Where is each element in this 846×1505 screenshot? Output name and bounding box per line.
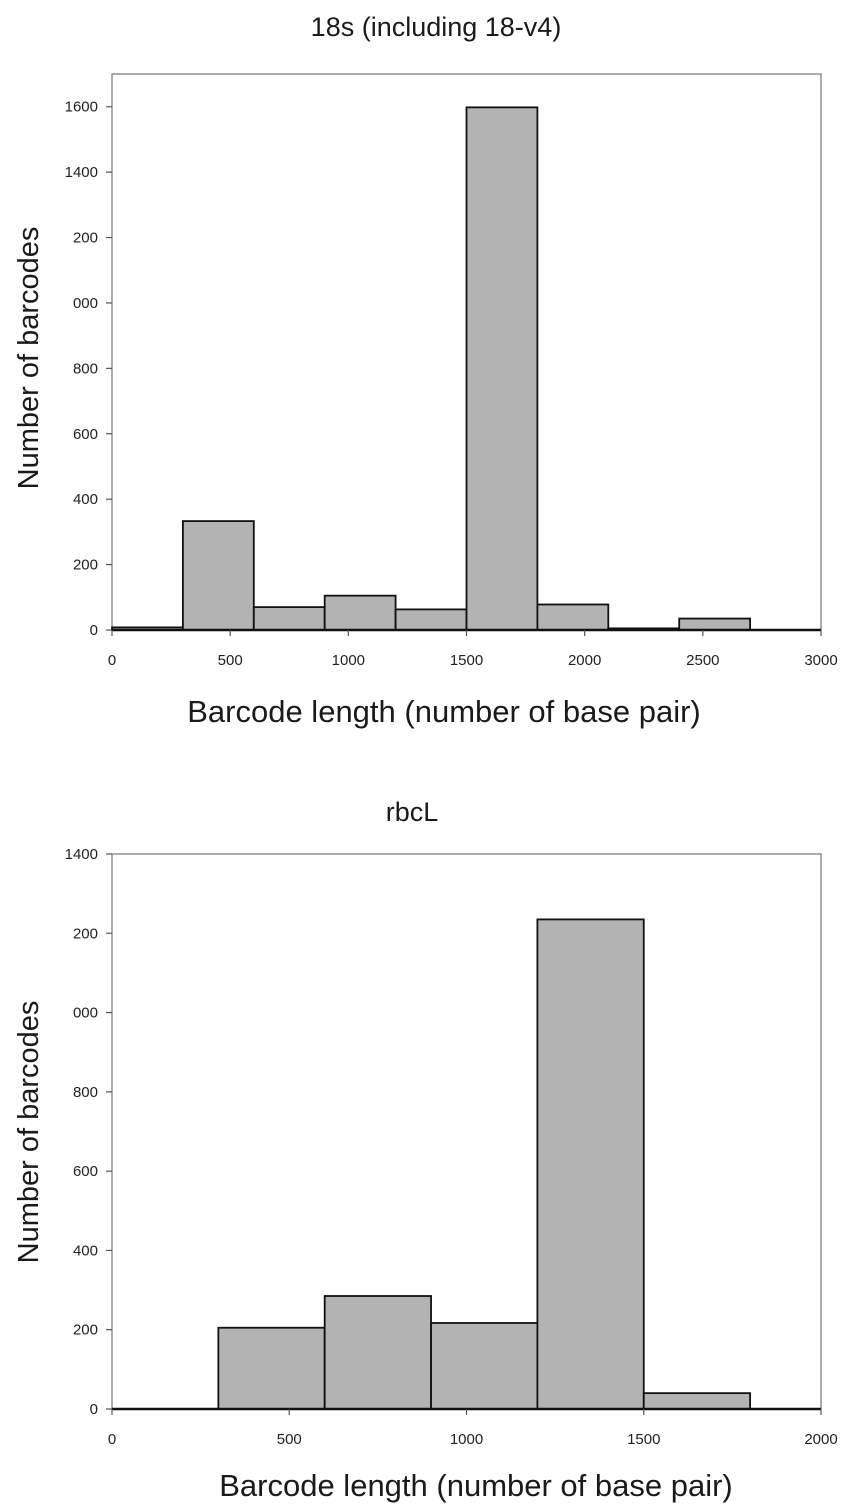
x-tick-label: 2000 (568, 652, 601, 669)
histogram-bar (465, 106, 539, 631)
chart-title: 18s (including 18-v4) (311, 12, 562, 42)
x-tick-label: 1500 (627, 1431, 660, 1448)
histogram-bar (394, 608, 468, 631)
y-tick-label: 400 (73, 491, 98, 508)
y-tick-label: 200 (73, 230, 98, 247)
y-tick-label: 1400 (65, 846, 98, 863)
x-tick-label: 0 (108, 652, 116, 669)
histogram-bar (642, 1392, 751, 1410)
histogram-bar (536, 603, 610, 631)
y-tick-label: 000 (73, 1005, 98, 1022)
x-tick-label: 1500 (450, 652, 483, 669)
y-tick-label: 1400 (65, 164, 98, 181)
y-tick-label: 800 (73, 360, 98, 377)
bars-group (111, 106, 752, 631)
x-tick-label: 2500 (686, 652, 719, 669)
histogram-bar (181, 520, 255, 631)
x-tick-label: 1000 (332, 652, 365, 669)
y-tick-labels: 0 200 400 600 800 000 200 1400 (65, 846, 112, 1418)
y-tick-label: 1600 (65, 99, 98, 116)
chart-title: rbcL (386, 797, 439, 827)
y-tick-label: 800 (73, 1084, 98, 1101)
x-tick-label: 1000 (450, 1431, 483, 1448)
y-tick-label: 400 (73, 1242, 98, 1259)
histogram-bar (430, 1322, 539, 1410)
histogram-bar (252, 606, 326, 631)
histogram-bar (323, 594, 397, 631)
bars-group (217, 918, 751, 1410)
x-tick-label: 500 (277, 1431, 302, 1448)
histogram-bar (217, 1326, 326, 1410)
histogram-rbcL: rbcL 0 500 1000 1500 2000 0 200 400 600 800 000 20… (13, 797, 838, 1503)
y-tick-label: 600 (73, 1163, 98, 1180)
histogram-bar (323, 1295, 432, 1410)
y-tick-label: 200 (73, 925, 98, 942)
x-axis-label: Barcode length (number of base pair) (219, 1468, 733, 1503)
x-tick-labels: 0 500 1000 1500 2000 2500 3000 (108, 630, 838, 669)
x-tick-label: 500 (218, 652, 243, 669)
y-tick-label: 0 (90, 622, 98, 639)
histogram-bar (678, 617, 752, 631)
y-tick-label: 200 (73, 557, 98, 574)
x-tick-labels: 0 500 1000 1500 2000 (108, 1409, 838, 1448)
y-axis-label: Number of barcodes (13, 227, 45, 490)
y-tick-label: 600 (73, 426, 98, 443)
x-tick-label: 0 (108, 1431, 116, 1448)
histogram-18s: 18s (including 18-v4) 0 500 1000 1500 2000 25… (13, 12, 838, 729)
y-tick-label: 000 (73, 295, 98, 312)
histogram-bar (536, 918, 645, 1410)
x-tick-label: 3000 (804, 652, 837, 669)
y-tick-label: 0 (90, 1401, 98, 1418)
y-tick-labels: 0 200 400 600 800 000 200 1400 1600 (65, 99, 112, 639)
y-axis-label: Number of barcodes (13, 1001, 45, 1264)
x-axis-label: Barcode length (number of base pair) (187, 694, 701, 729)
y-tick-label: 200 (73, 1322, 98, 1339)
x-tick-label: 2000 (804, 1431, 837, 1448)
